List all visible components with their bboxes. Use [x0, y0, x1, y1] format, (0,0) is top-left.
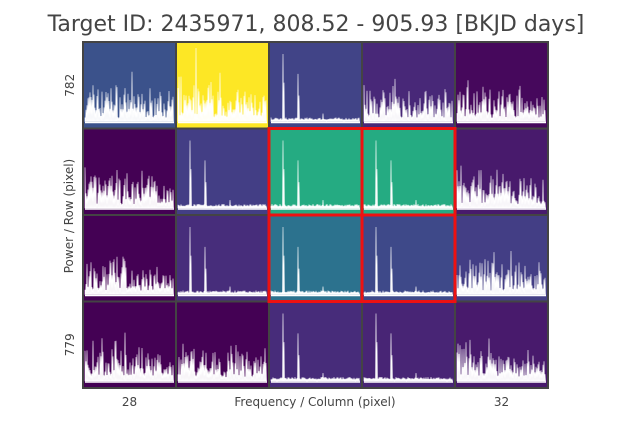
- power-spectrum-trace: [456, 80, 546, 122]
- pixel-panel-r0-c2: [268, 41, 363, 130]
- pixel-panel-r3-c0: [82, 300, 177, 389]
- power-spectrum-trace: [270, 53, 360, 123]
- pixel-panel-r1-c0: [82, 127, 177, 216]
- power-spectrum-trace: [270, 140, 360, 210]
- pixel-panel-r2-c0: [82, 214, 177, 303]
- power-spectrum-trace: [177, 140, 267, 210]
- pixel-panel-r3-c4: [454, 300, 549, 389]
- x-tick-label: 32: [494, 395, 509, 409]
- power-spectrum-trace: [84, 332, 174, 382]
- power-spectrum-trace: [177, 226, 267, 296]
- pixel-panel-border: [454, 300, 549, 389]
- pixel-panel-background: [83, 215, 176, 302]
- pixel-panel-r2-c2: [268, 214, 363, 303]
- pixel-panel-r0-c0: [82, 41, 177, 130]
- aperture-mask-outline: [360, 213, 457, 303]
- pixel-panel-r0-c1: [175, 41, 270, 130]
- chart-title: Target ID: 2435971, 808.52 - 905.93 [BKJ…: [47, 12, 585, 37]
- pixel-panel-r3-c3: [361, 300, 456, 389]
- power-spectrum-trace: [177, 47, 267, 122]
- power-spectrum-trace: [363, 78, 453, 122]
- pixel-panel-r1-c1: [175, 127, 270, 216]
- axis-ticks: 28 32 782 779: [63, 74, 509, 409]
- pixel-panel-r1-c4: [454, 127, 549, 216]
- power-spectrum-trace: [456, 338, 546, 382]
- pixel-panel-r2-c4: [454, 214, 549, 303]
- power-spectrum-trace: [456, 250, 546, 295]
- power-spectrum-trace: [84, 71, 174, 122]
- x-tick-label: 28: [122, 395, 137, 409]
- power-spectrum-trace: [270, 226, 360, 296]
- pixel-panel-r0-c3: [361, 41, 456, 130]
- power-spectrum-trace: [84, 167, 174, 209]
- power-spectrum-trace: [363, 140, 453, 210]
- power-spectrum-trace: [177, 343, 267, 382]
- pixel-panels: [82, 41, 549, 389]
- pixel-panel-r1-c3: [361, 127, 456, 216]
- x-axis-label: Frequency / Column (pixel): [234, 395, 395, 409]
- power-spectrum-trace: [84, 256, 174, 295]
- y-tick-label: 782: [63, 74, 77, 97]
- power-spectrum-trace: [270, 313, 360, 383]
- pixel-panel-r0-c4: [454, 41, 549, 130]
- pixel-panel-r1-c2: [268, 127, 363, 216]
- pixel-panel-r3-c1: [175, 300, 270, 389]
- power-spectrum-trace: [363, 226, 453, 296]
- aperture-mask-outlines: [267, 127, 457, 303]
- y-axis-label: Power / Row (pixel): [62, 159, 76, 274]
- power-spectrum-trace: [363, 313, 453, 383]
- power-spectrum-trace: [456, 165, 546, 209]
- y-tick-label: 779: [63, 333, 77, 356]
- pixel-panel-r2-c3: [361, 214, 456, 303]
- pixel-panel-r3-c2: [268, 300, 363, 389]
- pixel-panel-r2-c1: [175, 214, 270, 303]
